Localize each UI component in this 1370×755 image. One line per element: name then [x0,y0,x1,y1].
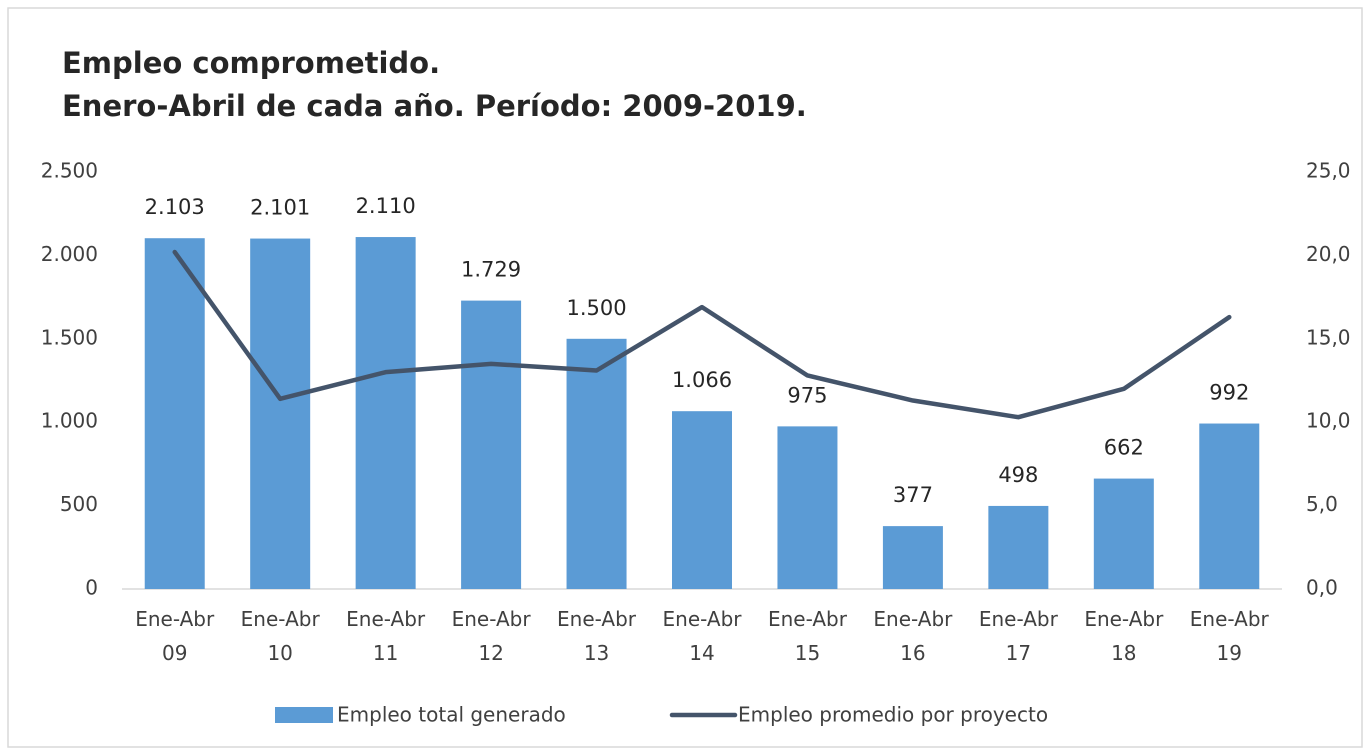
bar [777,426,838,589]
x-tick-label: Ene-Abr 11 [346,607,426,665]
data-label: 1.066 [672,368,732,392]
data-label: 975 [787,383,827,407]
y-tick-label: 2.000 [41,242,98,266]
x-tick-label: Ene-Abr 14 [663,607,743,665]
legend-label: Empleo total generado [337,703,566,727]
bar [566,338,627,589]
data-label: 992 [1209,381,1249,405]
data-label: 662 [1104,436,1144,460]
chart-subtitle: Enero-Abril de cada año. Período: 2009-2… [62,89,807,123]
y2-tick-label: 15,0 [1306,325,1351,349]
y-tick-label: 0 [85,576,98,600]
x-tick-label: Ene-Abr 13 [557,607,637,665]
y2-tick-label: 5,0 [1306,492,1338,516]
y2-tick-label: 10,0 [1306,409,1351,433]
bar [250,238,311,589]
y-tick-label: 2.500 [41,159,98,183]
chart-title: Empleo comprometido. [62,46,440,80]
y2-tick-label: 20,0 [1306,242,1351,266]
x-tick-label: Ene-Abr 15 [768,607,848,665]
bar [988,505,1049,589]
data-label: 1.729 [461,258,521,282]
x-tick-label: Ene-Abr 16 [873,607,953,665]
bar [461,300,522,589]
data-label: 2.103 [145,195,205,219]
x-tick-label: Ene-Abr 18 [1084,607,1164,665]
y-tick-label: 1.500 [41,325,98,349]
bar [144,238,205,589]
y-tick-label: 500 [60,492,98,516]
y2-tick-label: 25,0 [1306,159,1351,183]
bar [672,411,732,589]
bar [1199,423,1260,589]
chart-frame [7,7,1363,748]
bar [882,526,943,589]
line [172,249,1232,420]
x-tick-label: Ene-Abr 09 [135,607,215,665]
data-label: 377 [893,483,933,507]
data-label: 2.101 [250,196,310,220]
data-label: 1.500 [566,296,626,320]
legend-label: Empleo promedio por proyecto [738,703,1048,727]
y2-tick-label: 0,0 [1306,576,1338,600]
x-tick-label: Ene-Abr 10 [241,607,321,665]
bar [1093,478,1154,589]
x-tick-label: Ene-Abr 12 [452,607,532,665]
x-tick-label: Ene-Abr 17 [979,607,1059,665]
legend-swatch [275,707,333,723]
bar [355,237,416,589]
y-tick-label: 1.000 [41,409,98,433]
data-label: 498 [998,463,1038,487]
data-label: 2.110 [356,194,416,218]
x-tick-label: Ene-Abr 19 [1190,607,1270,665]
